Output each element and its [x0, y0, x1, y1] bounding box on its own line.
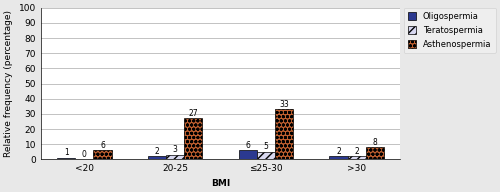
- Text: 1: 1: [64, 148, 68, 157]
- Text: 6: 6: [246, 141, 250, 150]
- Text: 33: 33: [279, 100, 289, 109]
- Legend: Oligospermia, Teratospermia, Asthenospermia: Oligospermia, Teratospermia, Asthenosper…: [404, 8, 496, 53]
- Text: 0: 0: [82, 150, 87, 159]
- Bar: [184, 118, 203, 159]
- Text: 2: 2: [154, 147, 160, 156]
- X-axis label: BMI: BMI: [211, 179, 230, 188]
- Text: 3: 3: [172, 145, 178, 154]
- Bar: [57, 158, 76, 159]
- Text: 2: 2: [336, 147, 341, 156]
- Bar: [257, 152, 275, 159]
- Bar: [348, 156, 366, 159]
- Bar: [148, 156, 166, 159]
- Bar: [366, 147, 384, 159]
- Y-axis label: Relative frequency (percentage): Relative frequency (percentage): [4, 10, 13, 157]
- Text: 27: 27: [188, 109, 198, 118]
- Text: 6: 6: [100, 141, 105, 150]
- Bar: [330, 156, 347, 159]
- Text: 5: 5: [264, 142, 268, 151]
- Text: 2: 2: [354, 147, 359, 156]
- Bar: [238, 150, 257, 159]
- Bar: [94, 150, 112, 159]
- Text: 8: 8: [372, 137, 377, 146]
- Bar: [166, 155, 184, 159]
- Bar: [275, 109, 293, 159]
